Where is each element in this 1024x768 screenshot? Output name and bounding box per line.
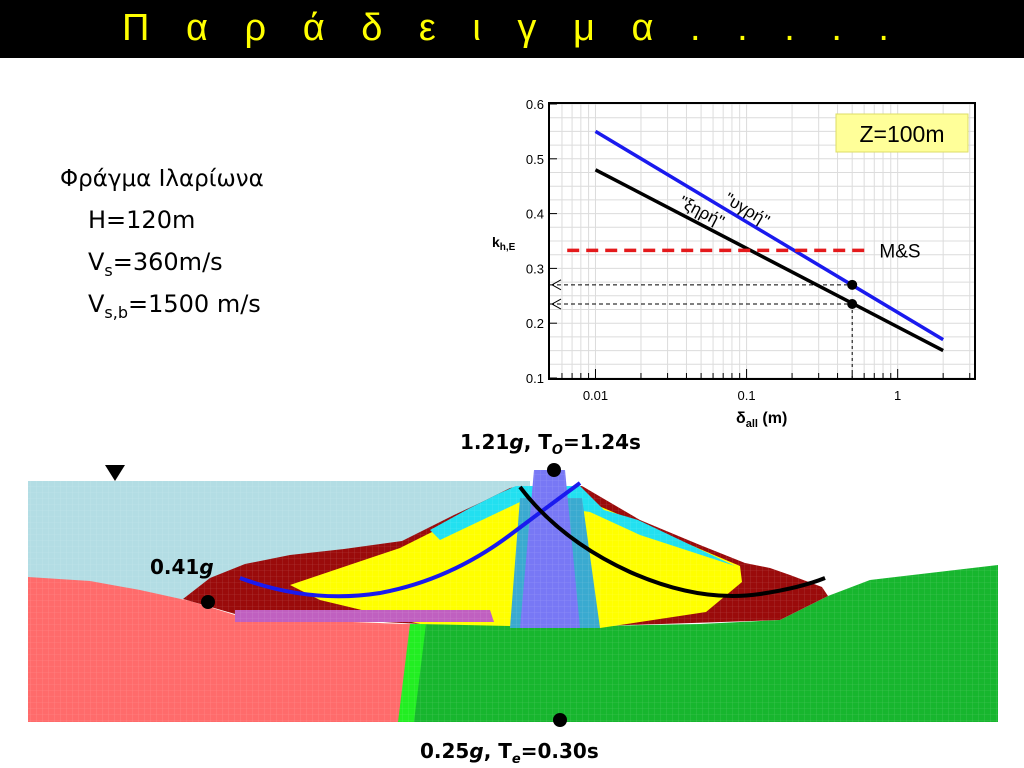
- x-axis-label: δall (m): [736, 410, 787, 430]
- y-axis-label: kh,E: [492, 234, 516, 253]
- vsb-symbol: V: [88, 290, 105, 318]
- water-level-icon: [105, 465, 125, 481]
- y-tick-label: 0.6: [526, 97, 544, 112]
- vs-symbol: V: [88, 248, 105, 276]
- depth-label-box: [835, 113, 969, 153]
- vs-value: =360m/s: [112, 248, 223, 276]
- chart-grid: [550, 103, 974, 379]
- chart-points: [847, 279, 858, 310]
- data-point: [847, 279, 858, 290]
- guide-arrow: [551, 279, 562, 291]
- mesh-overlay: [28, 460, 998, 722]
- slide-title: Π α ρ ά δ ε ι γ μ α . . . . .: [122, 7, 902, 49]
- bedrock-velocity: Vs,b=1500 m/s: [88, 290, 261, 322]
- series-line-wet: [594, 129, 945, 342]
- chart-lines: [550, 129, 945, 378]
- base-point: [553, 713, 567, 727]
- y-tick-label: 0.5: [526, 152, 544, 167]
- x-tick-label: 1: [894, 388, 901, 403]
- failure-arcs: [239, 481, 826, 599]
- crest-point: [547, 463, 561, 477]
- plot-frame: [548, 102, 976, 380]
- kh-delta-chart: 0.01 0.1 1 0.1 0.2 0.3 0.4 0.5 0.6 Z=100m kh,E δ…: [492, 97, 976, 430]
- vsb-subscript: s,b: [104, 302, 128, 322]
- slope-point: [201, 595, 215, 609]
- base-annotation: 0.25g, Te=0.30s: [420, 739, 599, 767]
- y-tick-label: 0.1: [526, 371, 544, 386]
- title-bar: Π α ρ ά δ ε ι γ μ α . . . . .: [0, 0, 1024, 58]
- slope-annotation: 0.41g: [150, 555, 214, 579]
- series-line-dry: [594, 168, 944, 353]
- crest-annotation: 1.21g, TO=1.24s: [460, 430, 641, 458]
- vsb-value: =1500 m/s: [128, 290, 261, 318]
- series-label-ms: M&S: [879, 241, 920, 262]
- y-tick-label: 0.3: [526, 261, 544, 276]
- data-point: [847, 299, 858, 310]
- guide-arrow: [551, 298, 562, 310]
- series-labels: "υγρή" "ξηρή" M&S: [676, 189, 921, 262]
- y-tick-label: 0.2: [526, 316, 544, 331]
- dam-height: H=120m: [88, 206, 196, 234]
- y-tick-label: 0.4: [526, 207, 544, 222]
- depth-label: Z=100m: [859, 121, 944, 147]
- shear-velocity: Vs=360m/s: [88, 248, 223, 280]
- x-tick-label: 0.01: [583, 388, 608, 403]
- dam-name: Φράγμα Ιλαρίωνα: [60, 166, 264, 192]
- vs-subscript: s: [104, 260, 113, 280]
- x-tick-label: 0.1: [738, 388, 756, 403]
